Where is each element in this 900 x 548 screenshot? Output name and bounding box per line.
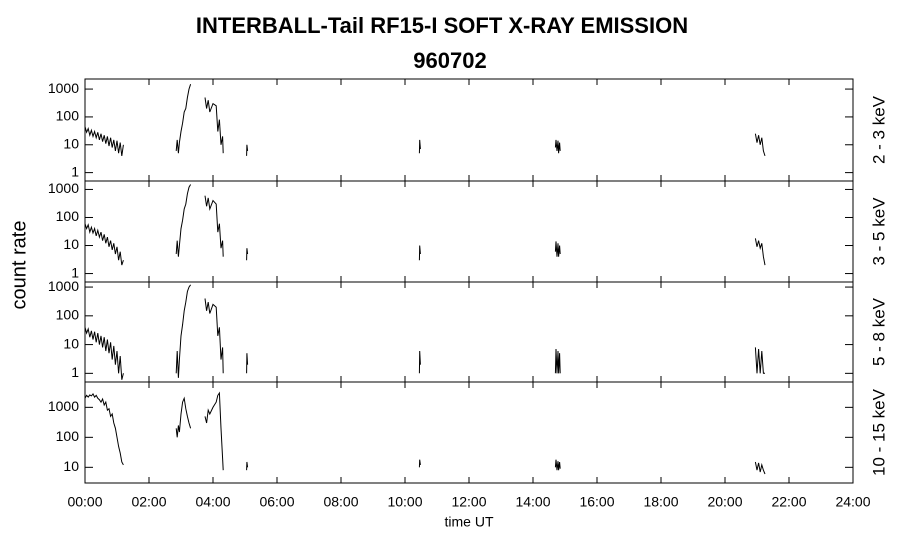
y-tick-label: 1000 xyxy=(48,180,79,196)
y-tick-label: 1000 xyxy=(48,398,79,414)
y-tick-label: 10 xyxy=(63,236,79,252)
y-tick-label: 100 xyxy=(56,108,80,124)
y-tick-label: 10 xyxy=(63,135,79,151)
panel-label: 2 - 3 keV xyxy=(869,95,888,164)
x-tick-label: 00:00 xyxy=(67,494,102,510)
x-tick-label: 12:00 xyxy=(451,494,486,510)
y-tick-label: 1 xyxy=(71,264,79,280)
x-tick-label: 16:00 xyxy=(579,494,614,510)
x-tick-label: 20:00 xyxy=(707,494,742,510)
y-tick-label: 1000 xyxy=(48,80,79,96)
y-tick-label: 1 xyxy=(71,163,79,179)
y-tick-label: 100 xyxy=(56,428,80,444)
data-line xyxy=(84,391,766,475)
data-line xyxy=(84,284,765,380)
y-tick-label: 10 xyxy=(63,335,79,351)
panel-label: 10 - 15 keV xyxy=(869,388,888,476)
y-tick-label: 1 xyxy=(71,364,79,380)
chart-subtitle: 960702 xyxy=(413,48,486,73)
x-tick-label: 22:00 xyxy=(771,494,806,510)
y-tick-label: 1000 xyxy=(48,278,79,294)
chart-title: INTERBALL-Tail RF15-I SOFT X-RAY EMISSIO… xyxy=(196,13,688,38)
x-tick-label: 10:00 xyxy=(387,494,422,510)
x-tick-label: 02:00 xyxy=(131,494,166,510)
x-tick-label: 08:00 xyxy=(323,494,358,510)
x-tick-label: 18:00 xyxy=(643,494,678,510)
y-tick-label: 100 xyxy=(56,208,80,224)
x-tick-label: 24:00 xyxy=(835,494,870,510)
x-tick-label: 04:00 xyxy=(195,494,230,510)
data-line xyxy=(84,184,766,266)
panel-label: 3 - 5 keV xyxy=(869,197,888,266)
y-tick-label: 100 xyxy=(56,307,80,323)
y-axis-label: count rate xyxy=(8,221,30,310)
panel-label: 5 - 8 keV xyxy=(869,297,888,366)
x-axis-label: time UT xyxy=(445,514,494,530)
x-tick-label: 06:00 xyxy=(259,494,294,510)
x-tick-label: 14:00 xyxy=(515,494,550,510)
y-tick-label: 10 xyxy=(63,458,79,474)
data-line xyxy=(84,84,766,157)
